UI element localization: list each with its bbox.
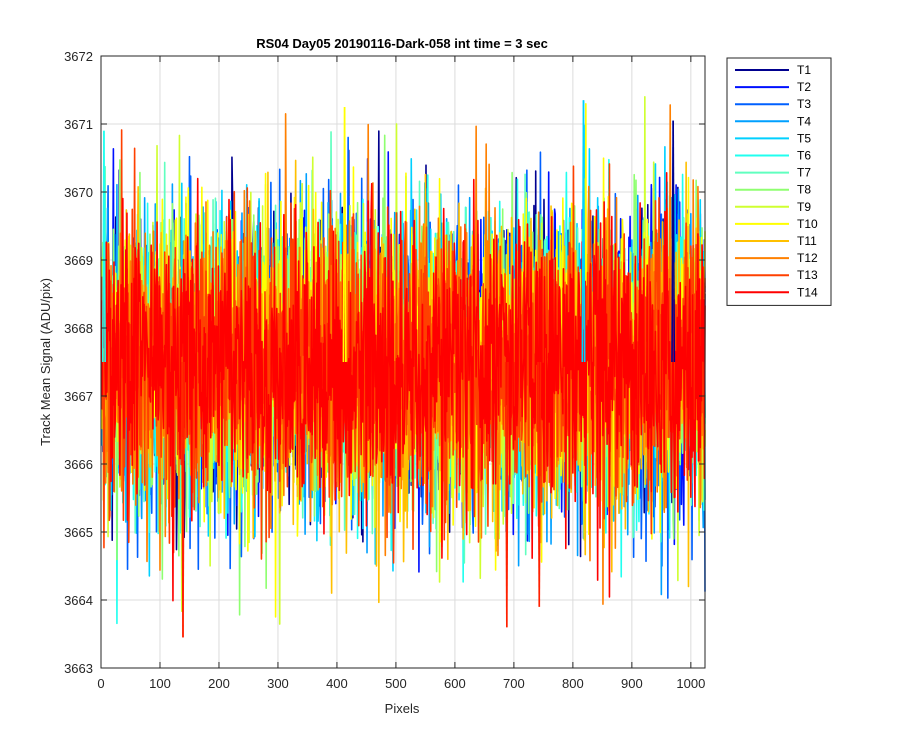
chart-title: RS04 Day05 20190116-Dark-058 int time = … — [256, 36, 548, 51]
legend-label-t10: T10 — [797, 217, 818, 231]
legend-label-t8: T8 — [797, 183, 811, 197]
plot-area: 0 100 200 300 400 500 600 700 800 900 1000 3663 3664… — [64, 49, 706, 691]
series-spike — [103, 130, 106, 363]
y-tick-label: 3663 — [64, 661, 93, 676]
legend-label-t5: T5 — [797, 131, 811, 145]
y-tick-label: 3665 — [64, 525, 93, 540]
plot-frame — [100, 55, 706, 669]
x-tick-label: 400 — [326, 676, 348, 691]
legend-label-t14: T14 — [797, 285, 818, 299]
y-tick-label: 3667 — [64, 389, 93, 404]
legend-label-t12: T12 — [797, 251, 818, 265]
x-tick-label: 0 — [97, 676, 104, 691]
x-tick-label: 900 — [621, 676, 643, 691]
legend-label-t9: T9 — [797, 200, 811, 214]
legend-label-t11: T11 — [797, 234, 817, 248]
x-axis-label: Pixels — [385, 701, 420, 716]
series-lines — [100, 96, 706, 638]
y-tick-label: 3669 — [64, 253, 93, 268]
y-tick-label: 3672 — [64, 49, 93, 64]
series-spike — [506, 361, 509, 628]
legend-label-t2: T2 — [797, 80, 811, 94]
legend-label-t6: T6 — [797, 149, 811, 163]
legend-label-t7: T7 — [797, 166, 811, 180]
series-spike — [182, 361, 185, 638]
series-spike — [582, 100, 586, 363]
legend-box — [726, 57, 832, 306]
y-tick-label: 3670 — [64, 185, 93, 200]
series-line-t14 — [100, 171, 706, 602]
x-tick-label: 200 — [208, 676, 230, 691]
x-tick-label: 700 — [503, 676, 525, 691]
series-spike — [343, 106, 347, 363]
x-tick-label: 100 — [149, 676, 171, 691]
x-tick-label: 300 — [267, 676, 289, 691]
y-tick-label: 3666 — [64, 457, 93, 472]
legend-label-t3: T3 — [797, 97, 811, 111]
series-spike — [672, 120, 676, 363]
x-tick-label: 1000 — [676, 676, 705, 691]
x-tick-label: 500 — [385, 676, 407, 691]
legend-label-t1: T1 — [797, 63, 811, 77]
series-spike — [538, 361, 542, 607]
axis-ticks: 0 100 200 300 400 500 600 700 800 900 1000 3663 3664… — [64, 49, 705, 691]
legend-label-t13: T13 — [797, 268, 818, 282]
y-axis-label: Track Mean Signal (ADU/pix) — [38, 278, 53, 446]
y-tick-label: 3671 — [64, 117, 93, 132]
legend-label-t4: T4 — [797, 114, 811, 128]
legend: T1 T2 T3 T4 T5 T6 T7 T8 T9 T10 T11 T12 T13 T14 — [726, 57, 832, 306]
x-tick-label: 600 — [444, 676, 466, 691]
x-tick-label: 800 — [562, 676, 584, 691]
y-tick-label: 3664 — [64, 593, 93, 608]
y-tick-label: 3668 — [64, 321, 93, 336]
